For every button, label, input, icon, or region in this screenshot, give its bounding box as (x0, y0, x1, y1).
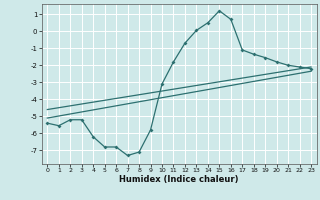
X-axis label: Humidex (Indice chaleur): Humidex (Indice chaleur) (119, 175, 239, 184)
